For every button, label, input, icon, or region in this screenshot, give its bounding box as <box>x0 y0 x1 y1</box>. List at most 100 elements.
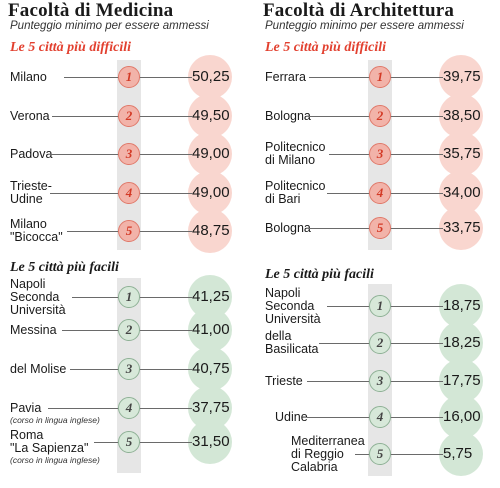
city-label: della Basilicata <box>265 330 319 356</box>
score-bubble <box>439 94 483 138</box>
score-bubble <box>188 132 232 176</box>
city-name: Ferrara <box>265 69 306 84</box>
score-value: 49,00 <box>192 145 230 162</box>
city-label: Roma "La Sapienza" (corso in lingua ingle… <box>10 429 100 466</box>
rank-badge: 3 <box>369 370 391 392</box>
rank-badge: 4 <box>369 182 391 204</box>
score-value: 50,25 <box>192 68 230 85</box>
score-value: 38,50 <box>443 107 481 124</box>
rank-badge: 3 <box>118 358 140 380</box>
city-name: Trieste <box>265 373 303 388</box>
city-label: Milano <box>10 69 47 84</box>
score-bubble <box>439 284 483 328</box>
score-bubble <box>439 395 483 439</box>
score-bubble <box>188 55 232 99</box>
city-label: Napoli Seconda Università <box>265 285 321 326</box>
city-label: Bologna <box>265 108 311 123</box>
city-name: Politecnico di Bari <box>265 179 326 206</box>
city-name: Politecnico di Milano <box>265 140 326 167</box>
score-bubble <box>188 209 232 253</box>
score-value: 18,75 <box>443 297 481 314</box>
city-name: della Basilicata <box>265 329 319 356</box>
score-value: 49,00 <box>192 184 230 201</box>
score-bubble <box>439 432 483 476</box>
score-value: 41,00 <box>192 321 230 338</box>
city-name: Bologna <box>265 108 311 123</box>
score-value: 18,25 <box>443 334 481 351</box>
panel-title: Facoltà di Architettura <box>263 0 455 21</box>
rank-badge: 1 <box>369 66 391 88</box>
city-name: Roma "La Sapienza" <box>10 428 89 455</box>
score-value: 40,75 <box>192 360 230 377</box>
city-name: Napoli Seconda Università <box>265 285 321 326</box>
city-name: Milano <box>10 69 47 84</box>
city-name: Mediterranea di Reggio Calabria <box>291 433 365 474</box>
rank-badge: 4 <box>118 182 140 204</box>
rank-badge: 5 <box>369 217 391 239</box>
rank-badge: 1 <box>118 66 140 88</box>
city-label: Mediterranea di Reggio Calabria <box>291 433 365 474</box>
city-note: (corso in lingua inglese) <box>10 455 100 465</box>
section-hard-heading: Le 5 città più difficili <box>265 40 387 55</box>
rank-badge: 3 <box>118 143 140 165</box>
city-label: Politecnico di Bari <box>265 180 325 206</box>
score-bubble <box>188 347 232 391</box>
city-label: Pavia (corso in lingua inglese) <box>10 400 100 426</box>
connector-line <box>94 442 192 443</box>
rank-badge: 5 <box>118 431 140 453</box>
rank-badge: 3 <box>369 143 391 165</box>
section-easy-heading: Le 5 città più facili <box>10 260 119 275</box>
score-value: 49,50 <box>192 107 230 124</box>
score-bubble <box>439 206 483 250</box>
city-name: Messina <box>10 322 57 337</box>
rank-badge: 1 <box>118 286 140 308</box>
city-label: Milano "Bicocca" <box>10 218 63 244</box>
city-name: del Molise <box>10 361 67 376</box>
score-value: 31,50 <box>192 433 230 450</box>
score-value: 34,00 <box>443 184 481 201</box>
score-bubble <box>188 308 232 352</box>
rank-badge: 5 <box>369 443 391 465</box>
city-label: Bologna <box>265 220 311 235</box>
rank-badge: 1 <box>369 295 391 317</box>
rank-badge: 4 <box>369 406 391 428</box>
city-label: Ferrara <box>265 69 306 84</box>
panel-title: Facoltà di Medicina <box>8 0 174 21</box>
city-label: Trieste <box>265 373 303 388</box>
city-label: Verona <box>10 108 50 123</box>
rank-badge: 2 <box>369 105 391 127</box>
score-value: 41,25 <box>192 288 230 305</box>
city-name: Verona <box>10 108 50 123</box>
city-label: Napoli Seconda Università <box>10 276 66 317</box>
score-value: 33,75 <box>443 219 481 236</box>
city-label: Udine <box>275 409 308 424</box>
score-bubble <box>439 132 483 176</box>
score-value: 16,00 <box>443 408 481 425</box>
city-label: Messina <box>10 322 57 337</box>
city-note: (corso in lingua inglese) <box>10 414 100 425</box>
connector-line <box>355 454 443 455</box>
score-bubble <box>188 94 232 138</box>
score-bubble <box>188 420 232 464</box>
rank-badge: 2 <box>118 105 140 127</box>
panel-subtitle: Punteggio minimo per essere ammessi <box>265 20 464 32</box>
panel-medicina: Facoltà di Medicina Punteggio minimo per… <box>0 0 245 488</box>
score-value: 5,75 <box>443 445 473 462</box>
rank-badge: 2 <box>118 319 140 341</box>
city-name: Padova <box>10 146 53 161</box>
score-value: 39,75 <box>443 68 481 85</box>
city-name: Udine <box>275 409 308 424</box>
city-name: Pavia <box>10 400 42 415</box>
city-name: Bologna <box>265 220 311 235</box>
city-name: Milano "Bicocca" <box>10 217 63 244</box>
rank-badge: 2 <box>369 332 391 354</box>
score-bubble <box>439 55 483 99</box>
panel-architettura: Facoltà di Architettura Punteggio minimo… <box>255 0 500 488</box>
city-label: Trieste- Udine <box>10 180 52 206</box>
city-label: del Molise <box>10 361 67 376</box>
score-value: 35,75 <box>443 145 481 162</box>
city-name: Napoli Seconda Università <box>10 276 66 317</box>
score-bubble <box>188 171 232 215</box>
city-name: Trieste- Udine <box>10 179 52 206</box>
rank-badge: 4 <box>118 397 140 419</box>
